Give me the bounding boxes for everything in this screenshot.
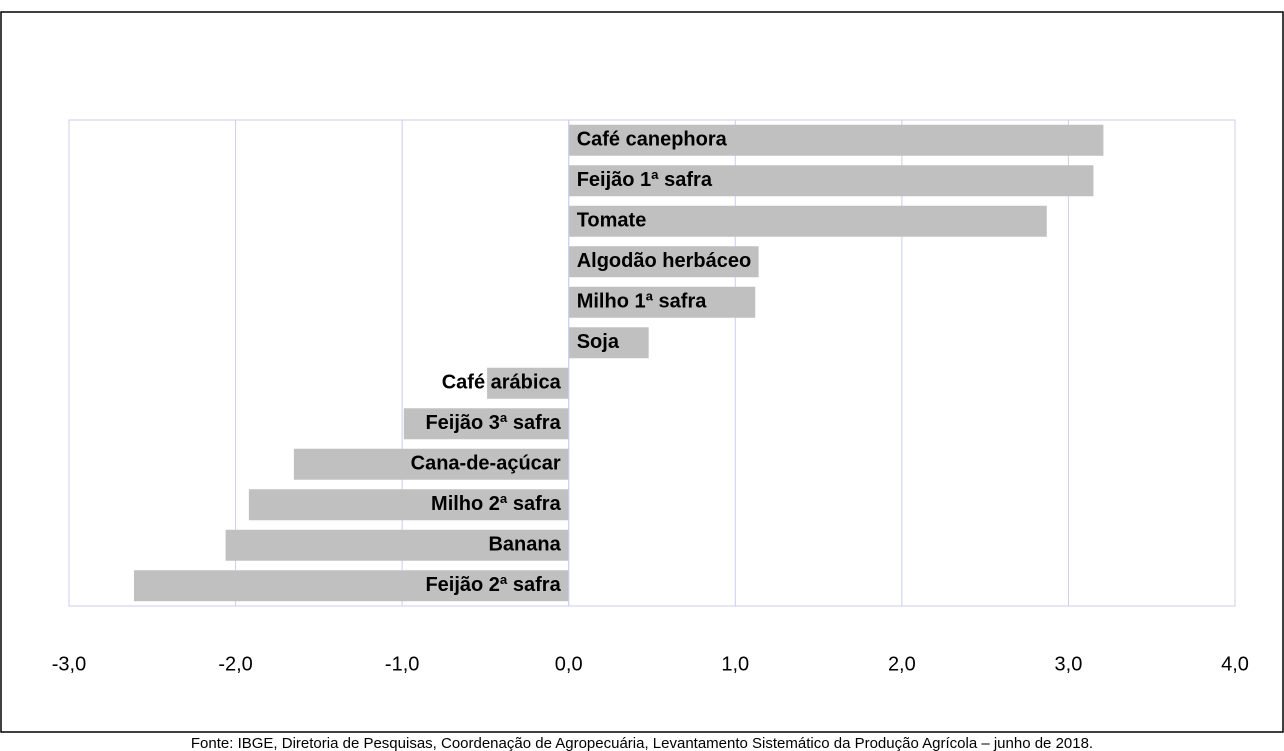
bar (293, 448, 569, 480)
x-tick-label: 3,0 (1055, 653, 1083, 675)
x-tick-label: 1,0 (721, 653, 749, 675)
bar (487, 367, 569, 399)
bar (248, 489, 569, 521)
category-label: Feijão 2ª safra (425, 574, 561, 596)
category-label: Tomate (577, 210, 647, 232)
bar (568, 327, 649, 359)
category-label: Algodão herbáceo (577, 250, 751, 272)
bar (568, 165, 1094, 197)
category-label: Soja (577, 331, 620, 353)
category-label: Café arábica (442, 372, 562, 394)
bar (568, 246, 759, 278)
x-tick-label: 0,0 (555, 653, 583, 675)
x-tick-label: -1,0 (385, 653, 419, 675)
category-label: Feijão 3ª safra (425, 412, 561, 434)
category-label: Feijão 1ª safra (577, 169, 713, 191)
bar (568, 205, 1047, 237)
bar (133, 570, 569, 602)
bar (225, 529, 569, 561)
category-label: Milho 1ª safra (577, 291, 708, 313)
x-tick-label: -3,0 (52, 653, 86, 675)
source-note: Fonte: IBGE, Diretoria de Pesquisas, Coo… (191, 735, 1093, 751)
x-tick-label: 4,0 (1221, 653, 1249, 675)
bar (568, 286, 756, 318)
chart-frame (0, 11, 1284, 733)
bar (568, 124, 1104, 156)
category-label: Milho 2ª safra (431, 493, 562, 515)
category-label: Café canephora (577, 129, 728, 151)
x-tick-label: 2,0 (888, 653, 916, 675)
category-label: Banana (488, 534, 561, 556)
category-label: Cana-de-açúcar (411, 453, 561, 475)
bar (403, 408, 569, 440)
x-tick-label: -2,0 (218, 653, 252, 675)
